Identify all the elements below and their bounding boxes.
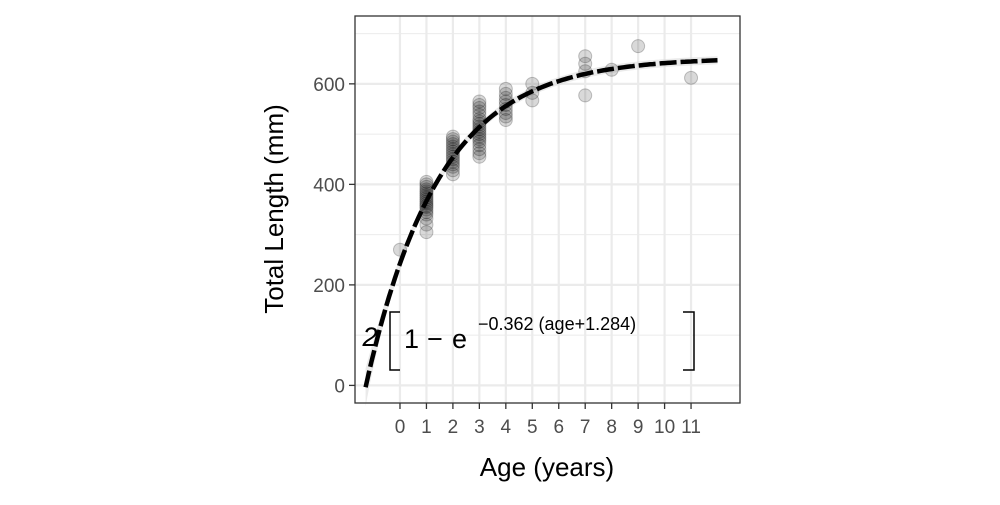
x-tick-label: 1 (421, 417, 432, 438)
equation-exponent: −0.362 (age+1.284) (478, 314, 636, 334)
fitted-curve-layer (363, 58, 718, 388)
data-point (472, 146, 487, 161)
x-tick-label: 8 (606, 417, 617, 438)
plot-border (354, 15, 741, 404)
data-point (578, 88, 593, 103)
data-point (419, 217, 434, 232)
data-point (419, 174, 434, 189)
data-points-layer (392, 39, 699, 257)
x-tick-label: 11 (681, 417, 701, 438)
data-point (684, 70, 699, 85)
data-point (498, 86, 513, 101)
model-equation: 2 1 − e −0.362 (age+1.284) (361, 311, 695, 371)
y-tick-label: 400 (313, 175, 345, 196)
data-point (631, 39, 646, 54)
data-point (472, 94, 487, 109)
x-tick-label: 10 (654, 417, 675, 438)
data-point (525, 93, 540, 108)
data-point (472, 100, 487, 115)
x-axis-title: Age (years) (480, 452, 614, 482)
equation-e: e (452, 324, 467, 354)
y-tick-label: 600 (313, 75, 345, 96)
data-point (472, 149, 487, 164)
data-point (419, 225, 434, 240)
equation-one: 1 (404, 324, 419, 354)
data-point (472, 97, 487, 112)
data-point (472, 134, 487, 149)
data-point (445, 167, 460, 182)
data-point (498, 81, 513, 96)
y-tick-label: 0 (334, 376, 345, 397)
equation-prefix: 2 (361, 322, 377, 352)
equation-right-bracket (683, 311, 695, 371)
plot-panel (355, 16, 740, 403)
x-tick-label: 7 (580, 417, 591, 438)
data-point (578, 56, 593, 71)
equation-left-bracket (389, 311, 400, 371)
data-point (472, 132, 487, 147)
data-point (578, 49, 593, 64)
y-axis-title: Total Length (mm) (259, 104, 289, 314)
fitted-curve (363, 58, 718, 388)
y-tick-label: 200 (313, 276, 345, 297)
data-point (445, 137, 460, 152)
data-point (445, 134, 460, 149)
data-point (472, 142, 487, 157)
data-point (472, 104, 487, 119)
data-point (445, 132, 460, 147)
x-tick-label: 5 (527, 417, 538, 438)
equation-minus: − (427, 324, 443, 354)
x-tick-label: 3 (474, 417, 485, 438)
x-tick-label: 4 (501, 417, 512, 438)
data-point (472, 138, 487, 153)
data-point (498, 113, 513, 128)
data-point (445, 129, 460, 144)
x-tick-label: 2 (448, 417, 459, 438)
x-tick-label: 9 (633, 417, 644, 438)
x-tick-label: 0 (395, 417, 406, 438)
data-point (472, 108, 487, 123)
data-point (498, 109, 513, 124)
x-tick-label: 6 (553, 417, 564, 438)
grid-lines (355, 16, 740, 403)
